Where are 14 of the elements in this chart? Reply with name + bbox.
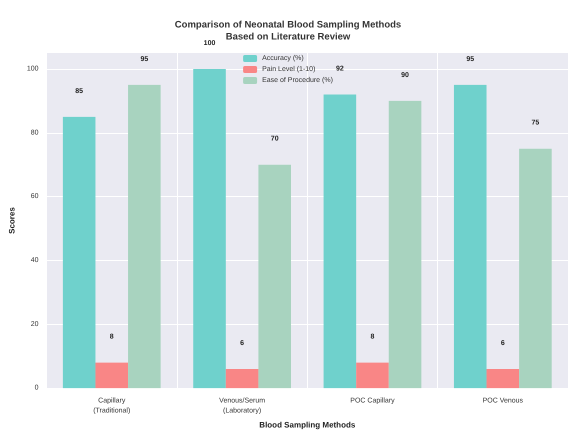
bar [62, 116, 96, 388]
x-axis-title: Blood Sampling Methods [259, 420, 356, 430]
y-axis-title: Scores [8, 206, 16, 234]
bar [128, 84, 161, 388]
bar [454, 84, 487, 388]
bar [388, 100, 422, 388]
bar [486, 368, 520, 388]
bar [324, 94, 356, 388]
bar [519, 148, 552, 388]
bar [258, 164, 291, 388]
bar [193, 68, 226, 388]
bar [356, 362, 389, 388]
bar [226, 368, 258, 388]
bar [95, 362, 128, 388]
